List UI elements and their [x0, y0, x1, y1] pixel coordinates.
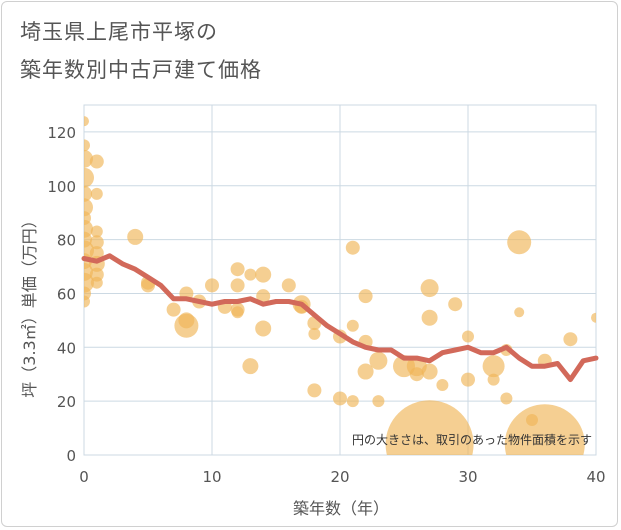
data-bubble: [461, 372, 475, 387]
data-bubble: [205, 278, 219, 293]
bubble-layer: [84, 116, 596, 455]
data-bubble: [231, 306, 244, 319]
y-tick-label: 40: [57, 339, 76, 357]
average-price-line: [81, 253, 599, 383]
data-bubble: [500, 392, 513, 405]
x-axis-title: 築年数（年）: [293, 499, 389, 518]
data-bubble: [255, 266, 272, 283]
data-bubble: [357, 363, 374, 380]
chart-title-line-1: 埼玉県上尾市平塚の: [20, 20, 218, 44]
data-bubble: [90, 225, 103, 238]
data-bubble: [369, 351, 388, 370]
data-bubble: [421, 309, 438, 326]
data-bubble: [89, 235, 104, 250]
data-bubble: [514, 307, 525, 318]
data-bubble: [462, 330, 474, 343]
y-tick-label: 60: [57, 285, 76, 303]
data-bubble: [482, 355, 505, 378]
data-bubble: [255, 320, 272, 337]
data-bubble: [242, 358, 259, 375]
data-bubble: [90, 187, 103, 200]
data-bubble: [420, 279, 439, 298]
data-bubble: [84, 116, 89, 127]
data-bubble: [127, 228, 144, 245]
data-bubble: [174, 313, 199, 338]
x-tick-label: 40: [586, 468, 605, 486]
data-bubble: [89, 154, 104, 169]
y-tick-label: 20: [57, 393, 76, 411]
data-bubble: [504, 404, 585, 455]
data-bubble: [256, 289, 271, 304]
data-bubble: [346, 319, 359, 332]
data-bubble: [409, 367, 424, 382]
data-bubble: [333, 391, 347, 406]
data-bubble: [421, 363, 438, 380]
x-tick-label: 10: [202, 468, 221, 486]
data-bubble: [345, 240, 360, 255]
x-tick-label: 30: [458, 468, 477, 486]
y-tick-label: 80: [57, 232, 76, 250]
data-bubble: [346, 395, 359, 408]
chart-title-line-2: 築年数別中古戸建て価格: [20, 58, 262, 82]
bubble-size-note: 円の大きさは、取引のあった物件面積を示す: [352, 432, 592, 447]
y-tick-label: 100: [47, 178, 76, 196]
y-axis-title: 坪（3.3㎡）単価（万円）: [20, 212, 39, 397]
data-bubble: [308, 327, 321, 340]
data-bubble: [507, 230, 532, 255]
data-bubble: [84, 139, 90, 152]
y-tick-label: 0: [66, 447, 76, 465]
x-tick-label: 0: [79, 468, 89, 486]
y-tick-label: 120: [47, 124, 76, 142]
data-bubble: [90, 276, 103, 289]
data-bubble: [84, 185, 92, 202]
data-bubble: [230, 278, 245, 293]
data-bubble: [84, 167, 94, 188]
data-bubble: [244, 268, 257, 281]
data-bubble: [230, 262, 245, 277]
data-bubble: [84, 149, 93, 168]
data-bubble: [563, 332, 578, 347]
data-bubble: [591, 312, 596, 323]
data-bubble: [166, 302, 181, 317]
data-bubble: [358, 289, 373, 304]
data-bubble: [84, 295, 90, 308]
average-line-layer: [81, 253, 599, 383]
tick-layer: 0 10 20 30 40 0 20 40 60 80 100 120: [47, 124, 605, 486]
data-bubble: [448, 297, 463, 312]
x-tick-label: 20: [330, 468, 349, 486]
data-bubble: [89, 246, 104, 261]
data-bubble: [385, 400, 474, 455]
data-bubble: [487, 373, 500, 386]
data-bubble: [436, 379, 449, 391]
data-bubble: [372, 395, 385, 408]
data-bubble: [307, 383, 322, 398]
data-bubble: [281, 278, 296, 293]
